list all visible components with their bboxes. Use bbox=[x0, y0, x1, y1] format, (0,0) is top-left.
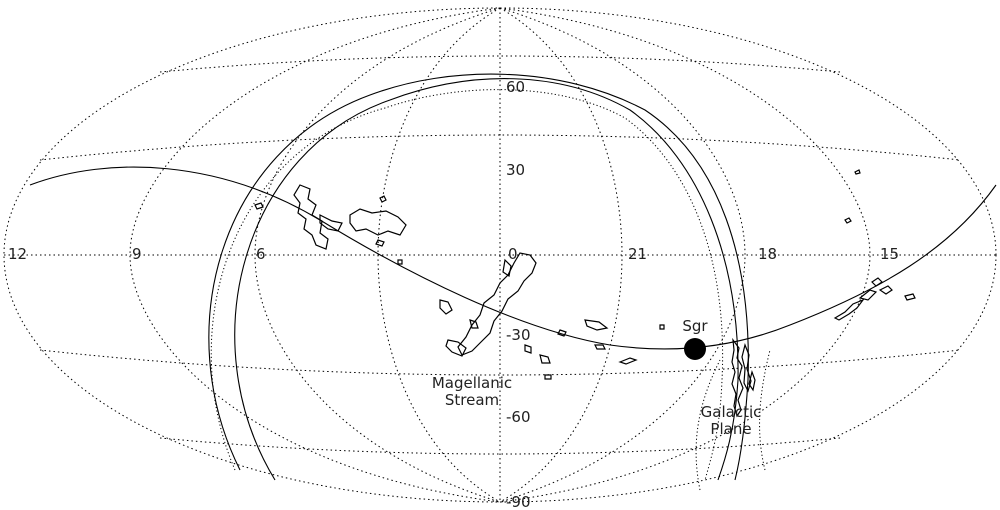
cloud-contour bbox=[731, 337, 744, 418]
dec-label: -30 bbox=[506, 326, 531, 344]
orbit-path bbox=[29, 166, 997, 350]
meridian bbox=[499, 7, 746, 503]
cloud-contour bbox=[397, 259, 403, 265]
cloud-contour bbox=[659, 324, 665, 330]
dec-label: -60 bbox=[506, 408, 531, 426]
parallel bbox=[39, 349, 961, 376]
galactic-label-line2: Plane bbox=[710, 420, 751, 438]
great-circle-dotted bbox=[210, 89, 724, 481]
right-clouds bbox=[833, 169, 916, 321]
cloud-contour bbox=[524, 344, 532, 354]
magellanic-label-line1: Magellanic bbox=[432, 374, 512, 392]
cloud-contour bbox=[833, 298, 865, 321]
cloud-contour bbox=[293, 184, 329, 250]
cloud-contour bbox=[594, 344, 606, 350]
cloud-contour bbox=[557, 329, 567, 337]
parallel bbox=[39, 134, 961, 161]
ra-label: 9 bbox=[132, 245, 142, 263]
dec-labels: 60 30 -30 -60 -90 bbox=[506, 78, 531, 510]
cloud-contour bbox=[618, 357, 638, 365]
cloud-contour bbox=[844, 217, 852, 224]
ra-label: 12 bbox=[8, 245, 27, 263]
magellanic-label-line2: Stream bbox=[445, 391, 499, 409]
sgr-marker bbox=[684, 338, 706, 360]
cloud-contour bbox=[539, 354, 551, 364]
cloud-contour bbox=[904, 293, 916, 301]
galactic-plane-clouds bbox=[731, 337, 756, 418]
great-circle-solid bbox=[208, 73, 749, 481]
meridian bbox=[129, 7, 501, 503]
sgr-label: Sgr bbox=[682, 317, 708, 335]
great-circle-solid bbox=[234, 78, 739, 481]
dec-label: -90 bbox=[506, 493, 531, 510]
cloud-contour bbox=[502, 258, 512, 277]
cloud-contour bbox=[854, 169, 861, 175]
cloud-contour bbox=[878, 285, 893, 295]
cloud-contour bbox=[439, 299, 453, 315]
cloud-contour bbox=[349, 208, 407, 236]
cloud-contour bbox=[445, 339, 467, 357]
ra-label: 0 bbox=[508, 245, 518, 263]
ra-labels: 12 9 6 0 21 18 15 bbox=[8, 245, 899, 263]
dec-label: 60 bbox=[506, 78, 525, 96]
cloud-contour bbox=[254, 202, 264, 210]
meridian bbox=[254, 7, 501, 503]
cloud-contour bbox=[319, 214, 343, 232]
galactic-label-line1: Galactic bbox=[701, 403, 762, 421]
cloud-contour bbox=[544, 374, 552, 380]
cloud-contour bbox=[741, 343, 752, 393]
annotations: Sgr Magellanic Stream Galactic Plane bbox=[432, 317, 762, 438]
cloud-contour bbox=[871, 277, 883, 287]
cloud-contour bbox=[748, 369, 756, 392]
ra-label: 15 bbox=[880, 245, 899, 263]
upper-left-clouds bbox=[254, 184, 407, 265]
cloud-contour bbox=[379, 195, 387, 203]
cloud-contour bbox=[375, 239, 385, 247]
coordinate-grid bbox=[3, 7, 997, 503]
great-circle-dotted bbox=[695, 359, 721, 491]
dec-label: 30 bbox=[506, 161, 525, 179]
ra-label: 18 bbox=[758, 245, 777, 263]
ra-label: 21 bbox=[628, 245, 647, 263]
meridian bbox=[499, 7, 871, 503]
ra-label: 6 bbox=[256, 245, 266, 263]
cloud-contour bbox=[858, 289, 878, 301]
magellanic-stream-clouds bbox=[439, 252, 665, 380]
cloud-contour bbox=[584, 319, 609, 331]
cloud-contour bbox=[469, 319, 479, 329]
